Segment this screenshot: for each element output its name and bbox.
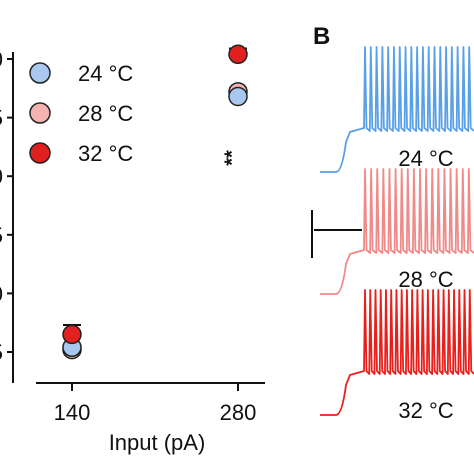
data-point — [228, 44, 248, 65]
x-axis-ticks: 140 280 — [54, 383, 257, 425]
legend-label: 24 °C — [78, 61, 133, 86]
scale-bar — [311, 210, 362, 258]
legend: 24 °C 28 °C 32 °C — [29, 61, 133, 166]
significance-marker: ** — [221, 150, 243, 166]
legend-label: 28 °C — [78, 101, 133, 126]
voltage-traces: 24 °C 28 °C 32 °C — [320, 46, 474, 426]
voltage-trace — [320, 289, 474, 416]
y-tick-label: 10 — [0, 281, 3, 306]
y-tick-label: 5 — [0, 340, 3, 365]
trace-label: 32 °C — [398, 398, 453, 423]
panel-label-b: B — [313, 23, 330, 50]
y-tick-label: 20 — [0, 164, 3, 189]
legend-marker — [29, 142, 51, 164]
data-points — [62, 44, 248, 360]
data-point — [62, 324, 82, 345]
legend-marker — [29, 62, 51, 84]
data-point — [228, 86, 248, 107]
y-axis-ticks: 5 10 15 20 25 30 — [0, 47, 13, 365]
voltage-trace — [320, 168, 474, 295]
voltage-trace — [320, 46, 474, 173]
y-tick-label: 25 — [0, 106, 3, 131]
x-axis-label: Input (pA) — [109, 430, 206, 455]
y-tick-label: 30 — [0, 47, 3, 72]
x-tick-label: 280 — [220, 400, 257, 425]
trace-label: 24 °C — [398, 146, 453, 171]
legend-label: 32 °C — [78, 141, 133, 166]
y-tick-label: 15 — [0, 223, 3, 248]
trace-label: 28 °C — [398, 267, 453, 292]
legend-marker — [29, 102, 51, 124]
x-tick-label: 140 — [54, 400, 91, 425]
